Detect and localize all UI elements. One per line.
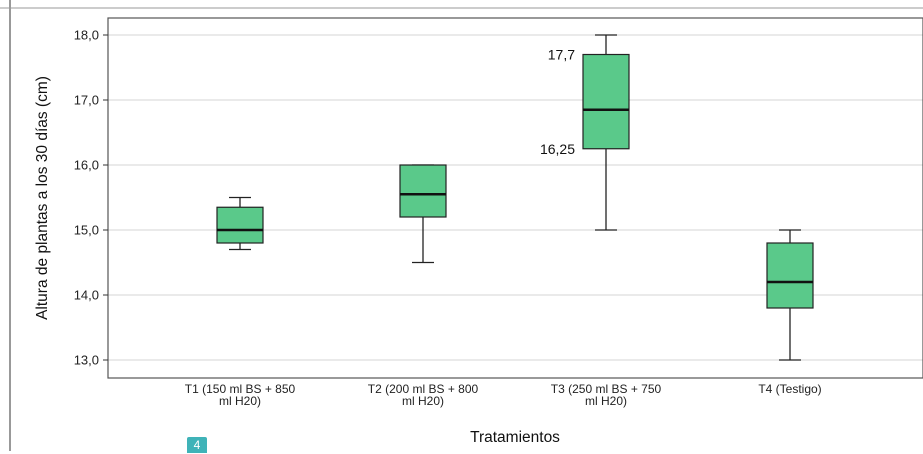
category-label: T1 (150 ml BS + 850 (185, 382, 296, 396)
iqr-box (582, 53, 630, 150)
box-group (766, 229, 814, 361)
y-tick-label: 18,0 (74, 28, 99, 43)
y-axis-ticks: 13,0 14,0 15,0 16,0 17,0 18,0 (74, 28, 108, 368)
category-label: T3 (250 ml BS + 750 (551, 382, 662, 396)
annotations: 17,7 16,25 (540, 47, 575, 157)
category-label: T2 (200 ml BS + 800 (368, 382, 479, 396)
box-group (399, 164, 447, 264)
y-tick-label: 17,0 (74, 93, 99, 108)
data-annotation: 17,7 (548, 47, 575, 63)
y-tick-label: 15,0 (74, 223, 99, 238)
y-tick-label: 16,0 (74, 158, 99, 173)
category-label: ml H20) (585, 394, 627, 408)
y-axis-title: Altura de plantas a los 30 días (cm) (34, 76, 51, 320)
category-label: ml H20) (219, 394, 261, 408)
iqr-box (399, 164, 447, 218)
badge: 4 (187, 437, 207, 453)
box-group (216, 196, 264, 251)
box-group (582, 34, 630, 231)
y-tick-label: 14,0 (74, 288, 99, 303)
x-axis-title: Tratamientos (470, 429, 560, 446)
y-tick-label: 13,0 (74, 353, 99, 368)
category-label: ml H20) (402, 394, 444, 408)
category-label: T4 (Testigo) (758, 382, 821, 396)
boxes (216, 34, 814, 361)
data-annotation: 16,25 (540, 141, 575, 157)
plot-frame (107, 17, 923, 379)
iqr-box (216, 206, 264, 244)
iqr-box (766, 242, 814, 309)
